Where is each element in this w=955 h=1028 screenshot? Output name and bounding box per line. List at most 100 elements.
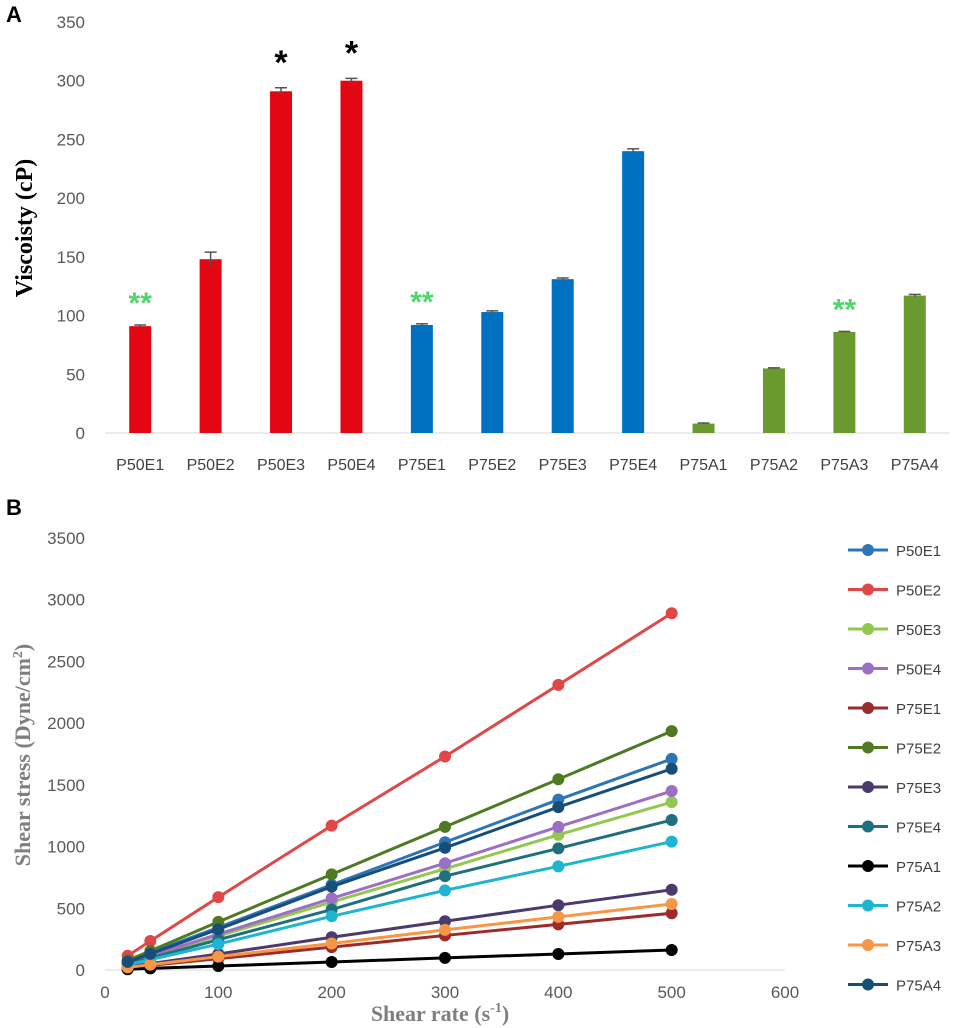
data-point [552, 842, 565, 855]
legend-label: P50E3 [896, 622, 941, 639]
data-point [665, 607, 678, 620]
series-line [126, 612, 673, 958]
bar-p75e2 [481, 312, 504, 433]
data-point [325, 880, 338, 893]
legend-label: P50E2 [896, 583, 941, 600]
viscosity-bar-chart: 0 50 100 150 200 250 300 350 P50E1 P50E2 P50E3 P50… [12, 13, 950, 474]
legend-swatch-marker [862, 860, 874, 872]
category-label: P50E3 [257, 457, 305, 474]
legend-label: P75E2 [896, 741, 941, 758]
legend-swatch-marker [862, 583, 874, 596]
legend-label: P75E3 [896, 780, 941, 797]
legend-item-p75e2: P75E2 [848, 741, 941, 758]
data-point [552, 947, 565, 960]
data-point [665, 897, 678, 910]
bar-p50e4 [340, 80, 363, 433]
category-label: P50E2 [187, 457, 235, 474]
data-point [439, 750, 451, 763]
data-point [212, 938, 225, 951]
legend-item-p75e3: P75E3 [848, 780, 941, 797]
category-label: P75A2 [750, 457, 798, 474]
data-point [665, 752, 678, 765]
y-tick-label: 150 [57, 248, 85, 267]
data-point [552, 801, 565, 814]
category-label: P50E4 [327, 457, 375, 474]
data-point [439, 915, 451, 928]
y-axis-title-end: ) [10, 644, 35, 651]
x-tick-label: 100 [204, 983, 232, 1002]
y-tick-label: 50 [66, 365, 85, 384]
legend-item-p75e4: P75E4 [848, 820, 941, 837]
legend-item-p50e4: P50E4 [848, 662, 941, 679]
y-tick-label: 2500 [47, 652, 85, 671]
data-point [121, 955, 134, 968]
significance-marker: * [345, 34, 359, 72]
data-point [144, 947, 157, 960]
data-point [439, 923, 451, 936]
y-tick-label: 500 [57, 899, 85, 918]
y-tick-label: 200 [57, 189, 85, 208]
legend-swatch-marker [862, 820, 874, 833]
category-label: P75E1 [398, 457, 446, 474]
legend-label: P75E1 [896, 701, 941, 718]
x-tick-label: 500 [657, 983, 685, 1002]
legend-item-p75a3: P75A3 [848, 938, 941, 955]
legend-swatch-marker [862, 939, 874, 951]
data-point [325, 955, 338, 968]
panel-label-b: B [6, 495, 22, 520]
data-point [665, 883, 678, 896]
significance-marker: * [274, 44, 288, 82]
legend-label: P75A3 [896, 938, 941, 955]
series-line [127, 818, 673, 966]
y-tick-label: 300 [57, 72, 85, 91]
data-point [439, 951, 451, 964]
data-point [144, 934, 157, 947]
legend-swatch-marker [862, 781, 874, 793]
data-point [144, 958, 157, 971]
data-point [439, 884, 451, 897]
data-point [212, 950, 225, 963]
x-tick-label: 0 [100, 983, 109, 1002]
data-point [665, 796, 678, 809]
data-point [325, 819, 338, 832]
y-tick-label: 3500 [47, 529, 85, 548]
category-label: P75A4 [891, 457, 939, 474]
series-line [127, 789, 673, 965]
y-tick-label: 2000 [47, 714, 85, 733]
legend-swatch-marker [862, 544, 874, 556]
data-point [665, 785, 678, 798]
series-line [127, 729, 673, 962]
y-tick-label: 3000 [47, 591, 85, 610]
data-point [552, 899, 565, 912]
bar-p75a4 [903, 295, 926, 433]
category-label: P75A3 [820, 457, 868, 474]
y-axis-title-sup: 2 [11, 651, 26, 658]
legend-item-p50e3: P50E3 [848, 622, 941, 639]
category-label: P75E3 [539, 457, 587, 474]
x-tick-label: 400 [544, 983, 572, 1002]
series-p75a2 [121, 835, 678, 971]
bar-p50e2 [199, 259, 222, 433]
bar-p75e1 [410, 324, 433, 433]
data-point [552, 910, 565, 923]
data-point [439, 870, 451, 883]
legend-swatch-marker [862, 741, 874, 754]
category-label: P75E2 [468, 457, 516, 474]
data-point [439, 857, 451, 870]
significance-marker: ** [129, 287, 153, 320]
y-axis-title-shear-stress: Shear stress (Dyne/cm2) [10, 644, 35, 867]
series-p75a3 [121, 897, 678, 974]
category-label: P50E1 [116, 457, 164, 474]
legend-swatch-marker [862, 978, 874, 991]
significance-marker: ** [410, 286, 434, 319]
y-tick-label: 350 [57, 13, 85, 32]
data-point [439, 841, 451, 854]
y-tick-label: 1000 [47, 838, 85, 857]
bar-p75a2 [762, 368, 785, 433]
panel-label-a: A [6, 2, 22, 27]
series-p75e2 [121, 725, 678, 967]
bar-p75a3 [833, 332, 856, 433]
y-tick-label: 0 [76, 424, 85, 443]
category-label: P75E4 [609, 457, 657, 474]
